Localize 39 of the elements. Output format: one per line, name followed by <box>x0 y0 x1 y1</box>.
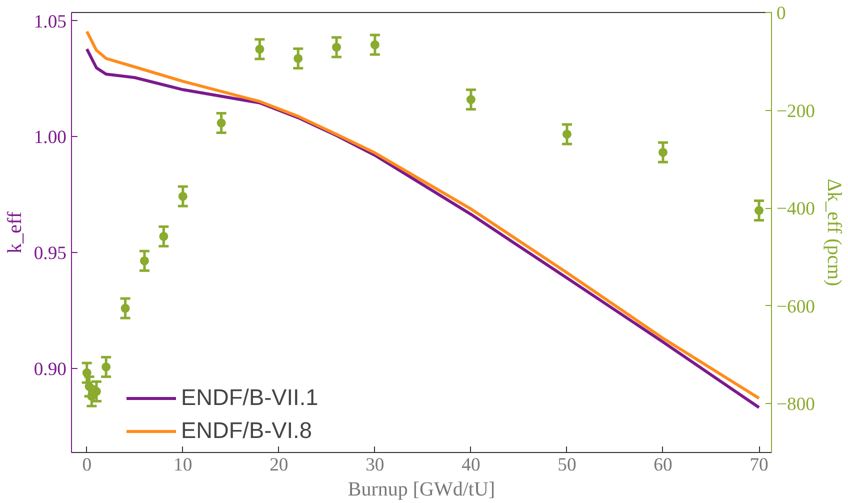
x-tick-label: 60 <box>654 454 672 476</box>
point <box>140 256 149 266</box>
legend-label: ENDF/B-VII.1 <box>181 384 318 411</box>
y2-tick-label: −200 <box>776 100 816 122</box>
point <box>466 95 476 104</box>
x-tick-label: 70 <box>750 454 768 476</box>
y-axis-title: k_eff <box>4 211 26 254</box>
y2-tick-label: −400 <box>776 198 816 220</box>
point <box>216 118 226 128</box>
point <box>294 54 303 63</box>
point <box>159 232 168 241</box>
x-tick-label: 20 <box>270 454 288 476</box>
point <box>82 368 92 378</box>
point <box>102 362 111 372</box>
point <box>658 148 668 157</box>
x-tick-label: 40 <box>462 454 480 476</box>
x-tick-label: 10 <box>174 454 192 476</box>
x-tick-label: 50 <box>558 454 576 476</box>
point <box>178 192 188 201</box>
point <box>255 44 264 54</box>
legend-label: ENDF/B-VI.8 <box>181 417 312 444</box>
x-tick-label: 30 <box>366 454 384 476</box>
x-axis-title: Burnup [GWd/tU] <box>348 478 496 500</box>
y-tick-label: 1.00 <box>34 127 67 148</box>
y2-axis-title: Δk_eff (pcm) <box>823 178 846 286</box>
point <box>562 130 572 139</box>
point <box>332 42 342 52</box>
point <box>754 206 764 215</box>
y-tick-label: 1.05 <box>34 11 67 32</box>
x-tick-label: 0 <box>82 454 92 476</box>
point <box>92 386 101 396</box>
y2-tick-label: 0 <box>776 3 786 24</box>
y2-tick-label: −600 <box>776 296 816 318</box>
point <box>120 304 130 313</box>
y-tick-label: 0.95 <box>34 243 67 264</box>
y2-tick-label: −800 <box>776 394 816 416</box>
y-tick-label: 0.90 <box>34 358 67 380</box>
point <box>370 40 380 50</box>
point <box>84 382 94 391</box>
